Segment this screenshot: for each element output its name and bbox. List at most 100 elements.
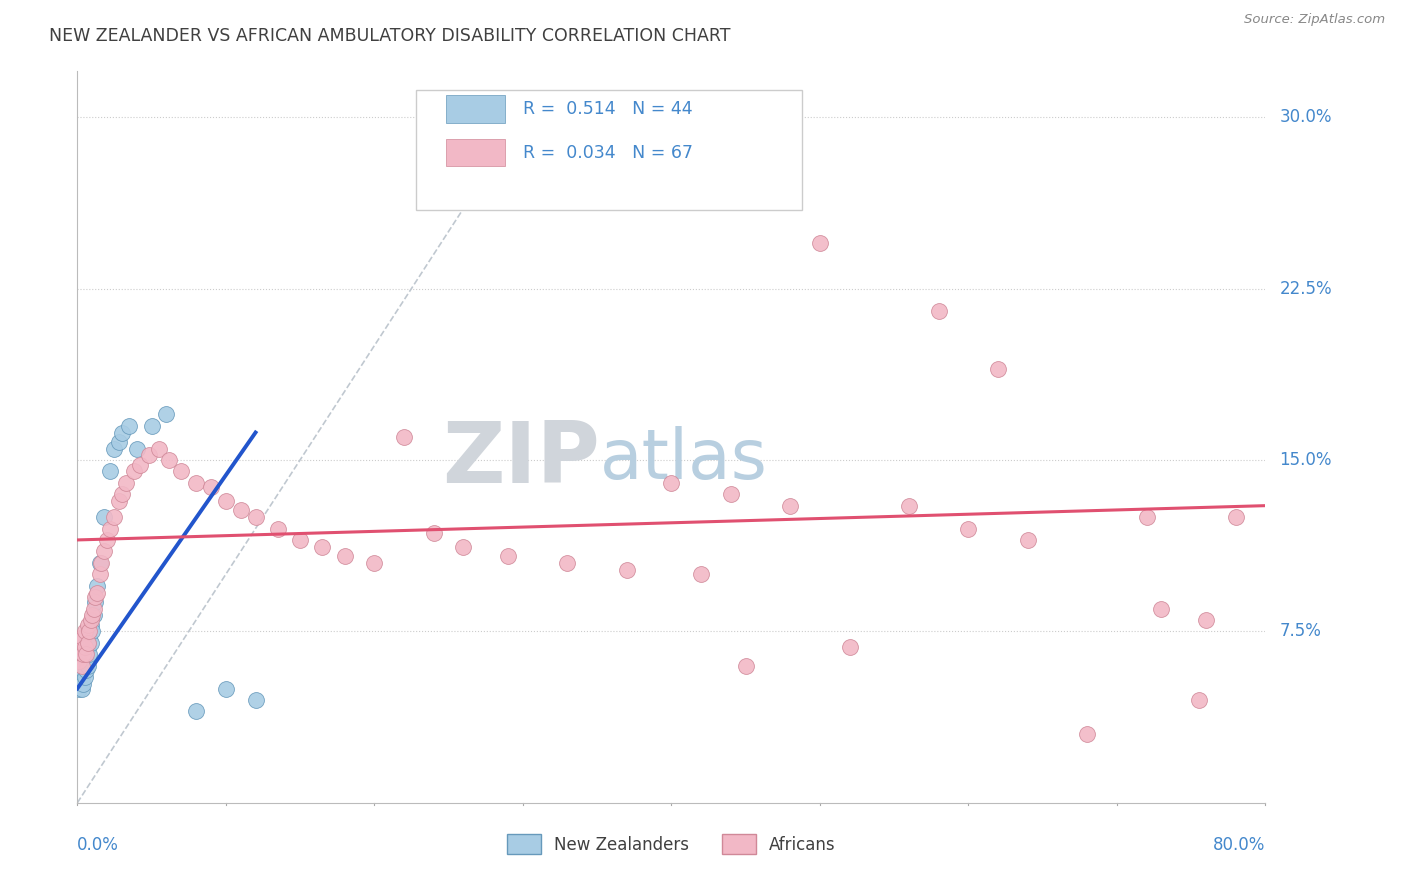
Point: [82, 624, 104, 639]
Point: [76, 658, 98, 673]
Point: [311, 540, 333, 554]
Point: [77, 647, 100, 661]
Point: [69, 647, 91, 661]
Point: [67, 654, 90, 668]
Point: [69, 670, 91, 684]
Point: [987, 361, 1010, 376]
Point: [93, 510, 115, 524]
Point: [720, 487, 742, 501]
Point: [84, 595, 107, 609]
Point: [70, 681, 93, 696]
Point: [690, 567, 713, 582]
Point: [363, 556, 385, 570]
Point: [267, 521, 290, 535]
Point: [72, 652, 94, 666]
Point: [86, 585, 108, 599]
Point: [70, 640, 93, 655]
Point: [70, 658, 93, 673]
Point: [111, 425, 134, 440]
Point: [115, 475, 138, 490]
Point: [928, 304, 950, 318]
Text: ZIP: ZIP: [443, 417, 600, 500]
Point: [90, 556, 112, 570]
FancyBboxPatch shape: [416, 90, 801, 211]
Point: [77, 632, 100, 646]
Point: [138, 449, 160, 463]
Point: [80, 613, 103, 627]
Point: [75, 636, 97, 650]
Point: [1150, 601, 1173, 615]
Point: [108, 494, 131, 508]
FancyBboxPatch shape: [446, 138, 505, 167]
Point: [89, 567, 111, 582]
Point: [148, 442, 170, 456]
Point: [86, 579, 108, 593]
Point: [72, 677, 94, 691]
Text: R =  0.034   N = 67: R = 0.034 N = 67: [523, 144, 693, 161]
Point: [75, 652, 97, 666]
Point: [333, 549, 356, 563]
Point: [76, 617, 98, 632]
Point: [734, 658, 756, 673]
Point: [76, 640, 98, 655]
Text: 0.0%: 0.0%: [77, 836, 120, 854]
Point: [245, 510, 267, 524]
Point: [838, 640, 860, 655]
Point: [83, 608, 105, 623]
Point: [72, 663, 94, 677]
Point: [125, 442, 148, 456]
Text: 7.5%: 7.5%: [1279, 623, 1322, 640]
Point: [422, 526, 444, 541]
Text: 22.5%: 22.5%: [1279, 279, 1331, 298]
FancyBboxPatch shape: [446, 95, 505, 122]
Point: [661, 475, 683, 490]
Text: NEW ZEALANDER VS AFRICAN AMBULATORY DISABILITY CORRELATION CHART: NEW ZEALANDER VS AFRICAN AMBULATORY DISA…: [49, 27, 731, 45]
Point: [200, 480, 222, 494]
Text: R =  0.514   N = 44: R = 0.514 N = 44: [523, 100, 693, 118]
Point: [77, 624, 100, 639]
Point: [89, 556, 111, 570]
Point: [141, 418, 163, 433]
Point: [72, 632, 94, 646]
Point: [557, 556, 579, 570]
Point: [215, 681, 238, 696]
Point: [108, 434, 131, 449]
Point: [73, 658, 96, 673]
Text: Source: ZipAtlas.com: Source: ZipAtlas.com: [1244, 13, 1385, 27]
Point: [73, 647, 96, 661]
Text: 80.0%: 80.0%: [1213, 836, 1265, 854]
Point: [288, 533, 311, 547]
Point: [122, 464, 145, 478]
Point: [76, 636, 98, 650]
Point: [98, 521, 121, 535]
Point: [83, 601, 105, 615]
Point: [70, 640, 93, 655]
Point: [72, 647, 94, 661]
Point: [73, 632, 96, 646]
Point: [82, 608, 104, 623]
Point: [70, 654, 93, 668]
Point: [98, 464, 121, 478]
Point: [215, 494, 238, 508]
Point: [898, 499, 921, 513]
Point: [186, 475, 208, 490]
Point: [808, 235, 831, 250]
Point: [496, 549, 519, 563]
Point: [67, 663, 90, 677]
Point: [1225, 510, 1247, 524]
Point: [155, 407, 177, 421]
Point: [1195, 613, 1218, 627]
Point: [118, 418, 141, 433]
Text: 15.0%: 15.0%: [1279, 451, 1331, 469]
Point: [157, 453, 180, 467]
Point: [93, 544, 115, 558]
Point: [957, 521, 980, 535]
Text: 30.0%: 30.0%: [1279, 108, 1331, 126]
Point: [80, 617, 103, 632]
Point: [73, 624, 96, 639]
Point: [69, 658, 91, 673]
Point: [128, 458, 150, 472]
Point: [1017, 533, 1039, 547]
Point: [1076, 727, 1098, 741]
Point: [103, 442, 125, 456]
